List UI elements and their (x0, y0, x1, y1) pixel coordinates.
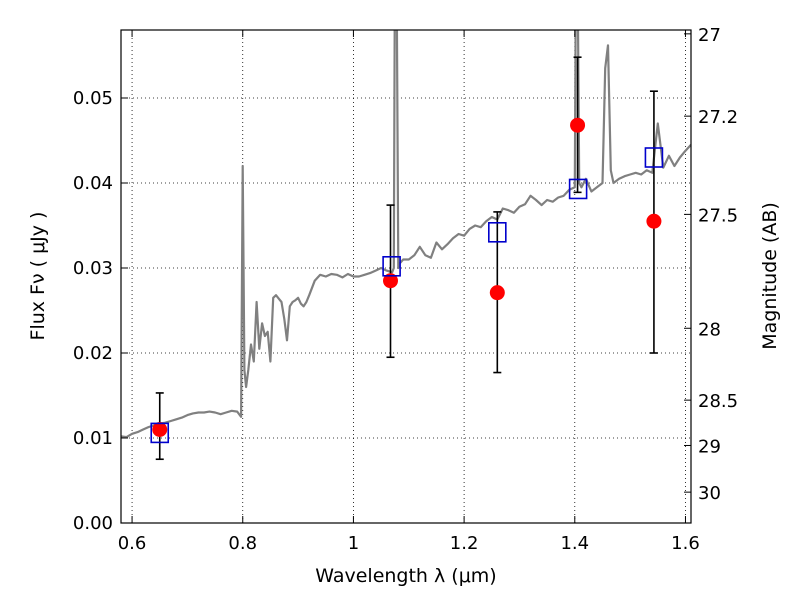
y-tick-label: 0.02 (73, 343, 113, 364)
x-tick-label: 0.8 (228, 533, 257, 554)
y-tick-label: 0.01 (73, 428, 113, 449)
x-tick-label: 1.6 (671, 533, 700, 554)
magnitude-axis-title: Magnitude (AB) (759, 202, 781, 350)
magnitude-tick-label: 28 (698, 319, 721, 340)
magnitude-tick-label: 27.2 (698, 107, 738, 128)
x-tick-label: 1.4 (560, 533, 589, 554)
x-tick-label: 0.6 (118, 533, 147, 554)
y-tick-label: 0.00 (73, 513, 113, 534)
magnitude-tick-label: 27 (698, 25, 721, 46)
observed-point (570, 117, 586, 133)
model-point (568, 178, 588, 200)
y-tick-label: 0.03 (73, 258, 113, 279)
model-point (150, 422, 170, 444)
plot-frame (120, 29, 692, 524)
y-tick-label: 0.05 (73, 88, 113, 109)
observed-point (489, 285, 505, 301)
x-tick-label: 1 (348, 533, 359, 554)
x-axis-title: Wavelength λ (μm) (315, 565, 496, 587)
y-axis-title: Flux Fν ( μJy ) (27, 212, 49, 341)
model-point (644, 147, 664, 168)
observed-point (152, 422, 168, 437)
axes-ticks: 0.6 0.8 1 1.2 1.4 1.6 0.00 0.01 0.02 0.03 0.04 0.05… (73, 25, 738, 554)
magnitude-tick-label: 29 (698, 436, 721, 457)
y-tick-label: 0.04 (73, 173, 113, 194)
plot-area (121, 30, 691, 461)
model-point (382, 255, 401, 277)
magnitude-tick-label: 28.5 (698, 391, 738, 412)
observed-point (646, 213, 662, 229)
magnitude-tick-label: 30 (698, 483, 721, 504)
observed-point (383, 273, 399, 289)
x-tick-label: 1.2 (450, 533, 479, 554)
magnitude-tick-label: 27.5 (698, 205, 738, 226)
model-point (488, 222, 507, 243)
